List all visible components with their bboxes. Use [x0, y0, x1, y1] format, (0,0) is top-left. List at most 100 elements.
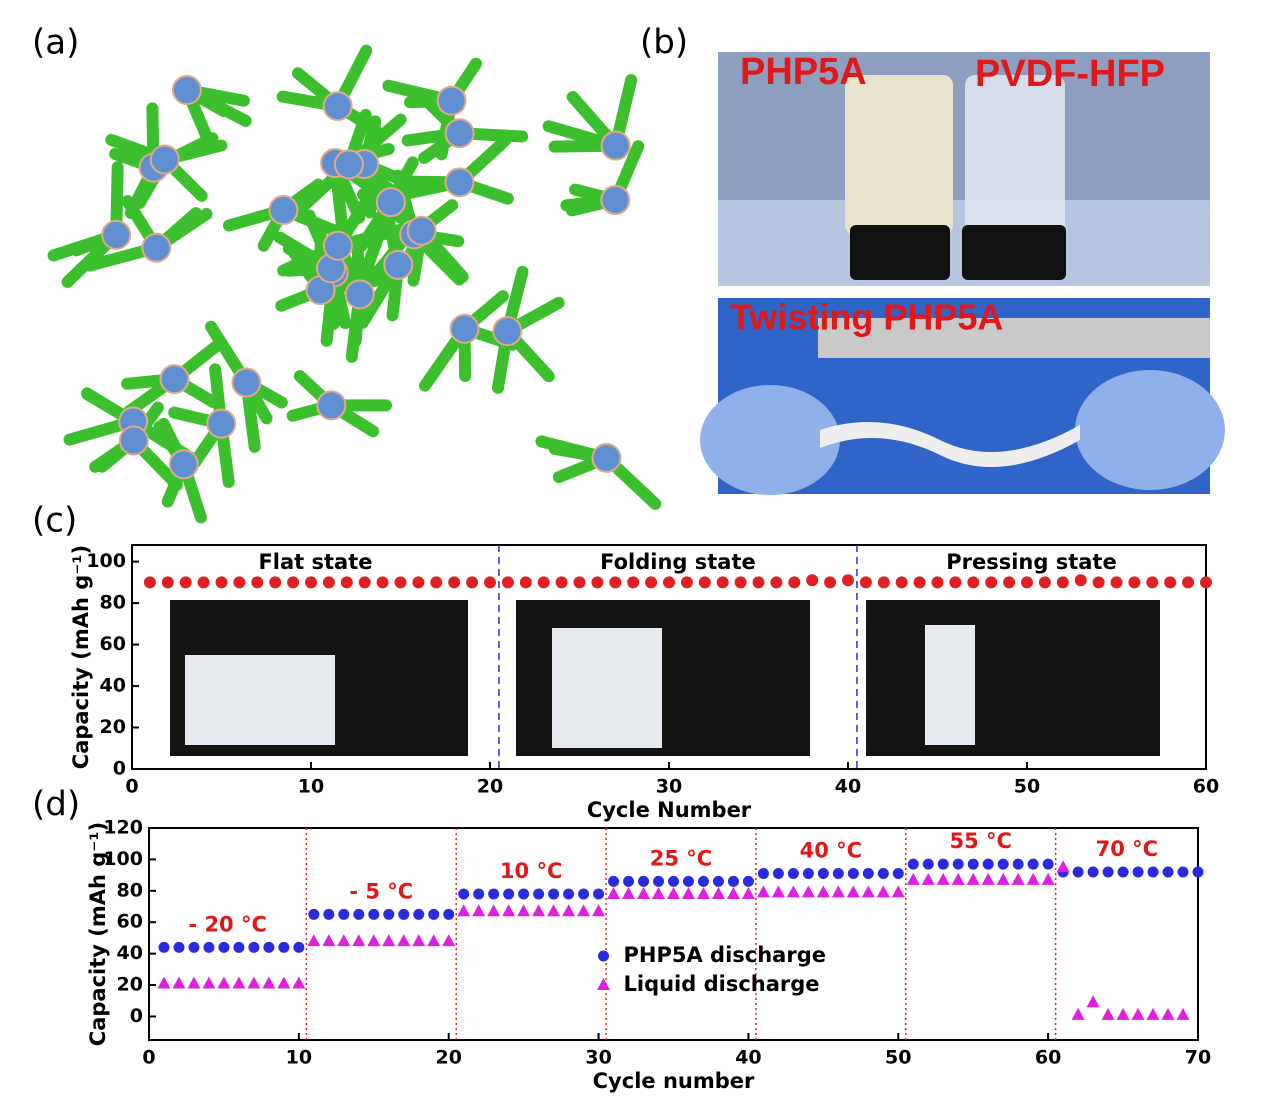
data-point: [622, 887, 635, 899]
data-point: [1013, 859, 1024, 870]
data-point: [448, 576, 460, 588]
x-tick-label: 0: [125, 776, 138, 798]
node: [438, 87, 466, 115]
data-point: [896, 576, 908, 588]
data-point: [466, 576, 478, 588]
data-point: [878, 576, 890, 588]
data-point: [985, 576, 997, 588]
data-point: [157, 976, 170, 988]
data-point: [1043, 859, 1054, 870]
data-point: [367, 934, 380, 946]
glove: [1075, 370, 1225, 490]
data-point: [162, 576, 174, 588]
data-point: [967, 873, 980, 885]
data-point: [502, 576, 514, 588]
data-point: [847, 885, 860, 897]
data-point: [353, 909, 364, 920]
y-axis-label: Capacity (mAh g⁻¹): [69, 545, 93, 769]
data-point: [383, 909, 394, 920]
node: [377, 188, 405, 216]
annotation: Flat state: [258, 550, 372, 574]
data-point: [788, 576, 800, 588]
data-point: [1162, 1008, 1175, 1020]
data-point: [458, 888, 469, 899]
data-point: [578, 888, 589, 899]
x-tick-label: 30: [585, 1047, 611, 1069]
data-point: [269, 576, 281, 588]
data-point: [397, 934, 410, 946]
data-point: [472, 904, 485, 916]
data-point: [938, 859, 949, 870]
data-point: [1087, 995, 1100, 1007]
data-point: [818, 868, 829, 879]
data-point: [773, 868, 784, 879]
x-axis-label: Cycle Number: [587, 798, 752, 822]
data-point: [203, 942, 214, 953]
data-point: [697, 887, 710, 899]
data-point: [1057, 860, 1070, 872]
data-point: [922, 873, 935, 885]
data-point: [998, 859, 1009, 870]
panel-label: (d): [32, 785, 80, 825]
data-point: [593, 888, 604, 899]
data-point: [1012, 873, 1025, 885]
data-point: [247, 976, 260, 988]
data-point: [251, 576, 263, 588]
data-point: [1111, 576, 1123, 588]
y-tick-label: 60: [100, 633, 126, 655]
data-point: [563, 888, 574, 899]
data-point: [742, 887, 755, 899]
data-point: [757, 885, 770, 897]
data-point: [817, 885, 830, 897]
data-point: [1118, 866, 1129, 877]
data-point: [683, 876, 694, 887]
panel-label: (b): [640, 23, 688, 63]
data-point: [503, 888, 514, 899]
photo-label: Twisting PHP5A: [730, 297, 1003, 338]
data-point: [574, 576, 586, 588]
x-tick-label: 10: [298, 776, 324, 798]
data-point: [645, 576, 657, 588]
vial-cap: [850, 225, 950, 280]
data-point: [1117, 1008, 1130, 1020]
data-point: [308, 909, 319, 920]
node: [346, 280, 374, 308]
annotation: - 5 °C: [349, 879, 413, 903]
x-tick-label: 0: [142, 1047, 155, 1069]
data-point: [532, 904, 545, 916]
inset-photo: [866, 600, 1160, 756]
data-point: [743, 876, 754, 887]
x-tick-label: 50: [1014, 776, 1040, 798]
vial-cap: [962, 225, 1066, 280]
data-point: [699, 576, 711, 588]
data-point: [473, 888, 484, 899]
annotation: 25 °C: [650, 846, 712, 870]
data-point: [144, 576, 156, 588]
node: [408, 217, 436, 245]
data-point: [842, 574, 854, 586]
y-tick-label: 80: [100, 592, 126, 614]
data-point: [322, 934, 335, 946]
data-point: [395, 576, 407, 588]
data-point: [932, 576, 944, 588]
battery-pouch: [925, 625, 975, 745]
annotation: 55 °C: [949, 829, 1011, 853]
data-point: [368, 909, 379, 920]
battery-pouch: [185, 655, 335, 745]
data-point: [487, 904, 500, 916]
data-point: [1128, 576, 1140, 588]
x-tick-label: 40: [735, 1047, 761, 1069]
data-point: [627, 576, 639, 588]
data-point: [802, 885, 815, 897]
node: [384, 251, 412, 279]
node: [317, 391, 345, 419]
data-point: [653, 876, 664, 887]
node: [269, 196, 297, 224]
data-point: [753, 576, 765, 588]
node: [102, 221, 130, 249]
data-point: [520, 576, 532, 588]
data-point: [1003, 576, 1015, 588]
node: [151, 146, 179, 174]
data-point: [712, 887, 725, 899]
data-point: [949, 576, 961, 588]
